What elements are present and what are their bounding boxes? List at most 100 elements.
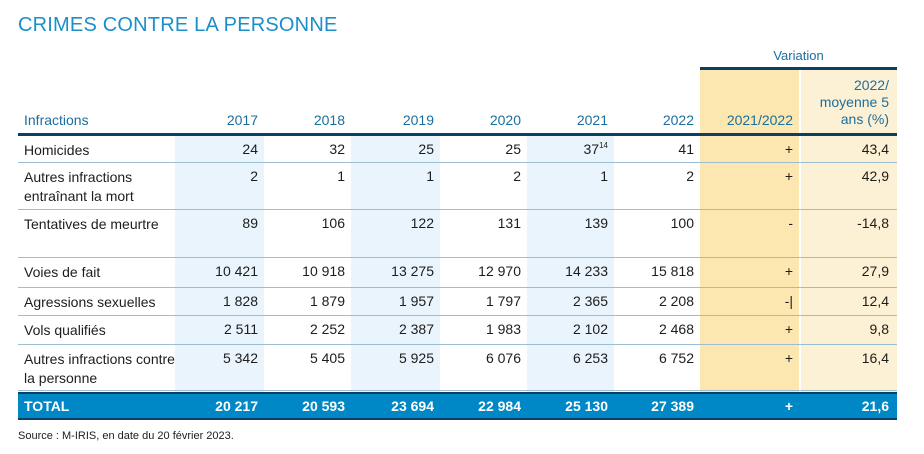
row-label: Voies de fait <box>24 264 101 280</box>
row-value: + <box>784 350 793 366</box>
row-value: 122 <box>410 215 434 231</box>
row-value: 131 <box>497 215 521 231</box>
row-value: 2 387 <box>398 321 434 337</box>
header-2018: 2018 <box>313 112 345 128</box>
header-infractions: Infractions <box>24 112 89 128</box>
header-2021: 2021 <box>576 112 608 128</box>
table-row: Homicides 24 32 25 25 3714 41 +43,4 <box>18 136 897 163</box>
row-value: 12,4 <box>861 293 889 309</box>
row-value: 2 <box>250 168 258 184</box>
footnote-ref: 14 <box>599 141 608 150</box>
header-5yr-avg: 2022/ moyenne 5 ans (%) <box>819 77 889 127</box>
total-value: 20 593 <box>302 398 345 414</box>
row-value: 1 828 <box>222 293 258 309</box>
row-value: 100 <box>670 215 694 231</box>
row-value: 6 076 <box>485 350 521 366</box>
table-title: CRIMES CONTRE LA PERSONNE <box>18 14 338 36</box>
row-value: 89 <box>242 215 258 231</box>
row-value: 2 <box>513 168 521 184</box>
row-value: 1 797 <box>485 293 521 309</box>
column-shade <box>175 136 264 392</box>
row-value: 2 208 <box>658 293 694 309</box>
total-value: 27 389 <box>651 398 694 414</box>
header-2019: 2019 <box>402 112 434 128</box>
row-value: 14 233 <box>565 263 608 279</box>
row-value: + <box>784 263 793 279</box>
row-value: 2 252 <box>309 321 345 337</box>
row-value: 5 342 <box>222 350 258 366</box>
row-value: 2 <box>686 168 694 184</box>
table-row: Tentatives de meurtre 89 106 122 131 139 100 - -… <box>18 210 897 258</box>
header-rule <box>18 133 897 136</box>
row-label: Homicides <box>24 142 90 158</box>
row-value: 1 879 <box>309 293 345 309</box>
row-label: Tentatives de meurtre <box>24 216 159 232</box>
column-shade <box>527 136 614 392</box>
row-value: 2 365 <box>572 293 608 309</box>
variation-column-shade <box>801 70 897 392</box>
row-label: Autres infractions entraînant la mort <box>24 169 134 204</box>
table-row: Autres infractions entraînant la mort 2 1 1… <box>18 163 897 210</box>
row-value: 9,8 <box>869 321 889 337</box>
total-value: 22 984 <box>478 398 521 414</box>
row-value: + <box>784 168 793 184</box>
row-value: 106 <box>321 215 345 231</box>
row-value: 5 405 <box>309 350 345 366</box>
column-shade <box>351 136 440 392</box>
row-value: 27,9 <box>861 263 889 279</box>
row-value: 32 <box>329 141 345 157</box>
total-label: TOTAL <box>24 398 70 414</box>
table-row: Agressions sexuelles 1 828 1 879 1 957 1 797… <box>18 288 897 316</box>
row-value: -14,8 <box>857 215 889 231</box>
row-value-text: 37 <box>583 141 600 157</box>
row-value: 6 752 <box>658 350 694 366</box>
row-label: Agressions sexuelles <box>24 294 156 310</box>
row-value: 13 275 <box>391 263 434 279</box>
row-label: Autres infractions contre la personne <box>24 351 175 386</box>
row-value: 6 253 <box>572 350 608 366</box>
row-value: 25 <box>505 141 521 157</box>
row-value: 10 918 <box>302 263 345 279</box>
row-value: 42,9 <box>861 168 889 184</box>
table-row: Voies de fait 10 421 10 918 13 275 12 970 14 … <box>18 258 897 288</box>
row-value: 24 <box>242 141 258 157</box>
table-row: Vols qualifiés 2 511 2 252 2 387 1 983 2 102 2… <box>18 316 897 345</box>
header-2020: 2020 <box>489 112 521 128</box>
row-value: 2 511 <box>224 321 258 337</box>
header-row: Infractions 2017 2018 2019 2020 2021 202… <box>18 44 897 134</box>
row-label: Vols qualifiés <box>24 322 106 338</box>
total-value: 21,6 <box>861 398 889 414</box>
variation-rule <box>700 67 897 70</box>
row-value: 41 <box>678 141 694 157</box>
row-value: 1 957 <box>398 293 434 309</box>
row-value: 2 468 <box>658 321 694 337</box>
header-2021-2022: 2021/2022 <box>726 112 793 128</box>
total-value: 25 130 <box>565 398 608 414</box>
variation-column-shade <box>700 70 799 392</box>
row-value: + <box>784 141 793 157</box>
row-value: 3714 <box>527 141 614 162</box>
total-row: TOTAL 20 217 20 593 23 694 22 984 25 130… <box>18 392 897 420</box>
row-value: 1 <box>600 168 608 184</box>
row-value: 1 <box>426 168 434 184</box>
row-value: 139 <box>584 215 608 231</box>
row-value: 16,4 <box>861 350 889 366</box>
header-2017: 2017 <box>226 112 258 128</box>
total-value: 23 694 <box>391 398 434 414</box>
row-value: 2 102 <box>572 321 608 337</box>
total-value: 20 217 <box>215 398 258 414</box>
row-value: 12 970 <box>478 263 521 279</box>
table-row: Autres infractions contre la personne 5 3… <box>18 345 897 391</box>
row-value: -| <box>784 293 793 309</box>
row-value: 10 421 <box>215 263 258 279</box>
total-value: + <box>784 398 793 414</box>
row-value: 25 <box>418 141 434 157</box>
row-value: - <box>788 215 793 231</box>
header-2022: 2022 <box>662 112 694 128</box>
row-value: 1 <box>337 168 345 184</box>
source-note: Source : M-IRIS, en date du 20 février 2… <box>18 430 234 442</box>
row-value: 5 925 <box>398 350 434 366</box>
variation-label: Variation <box>773 48 824 63</box>
row-value: 43,4 <box>861 141 889 157</box>
row-value: 1 983 <box>485 321 521 337</box>
